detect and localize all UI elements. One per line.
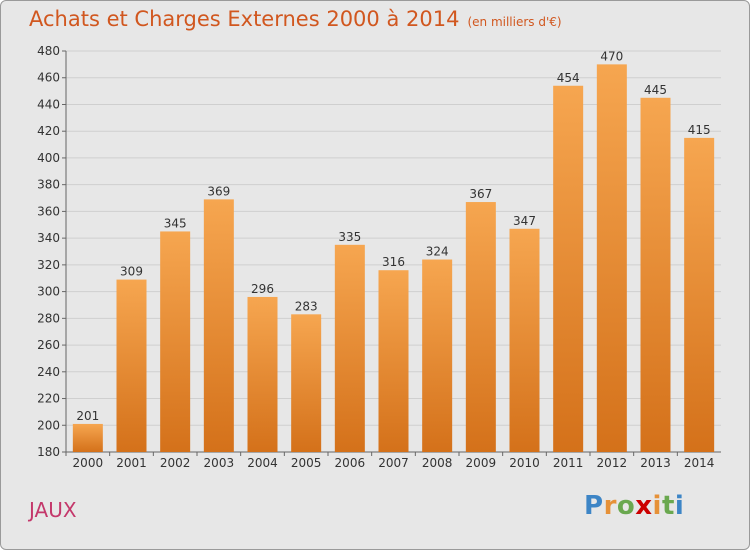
x-tick-label: 2001: [116, 456, 147, 470]
y-tick-label: 300: [37, 285, 60, 299]
y-tick-label: 480: [37, 44, 60, 58]
bar: [291, 314, 322, 452]
bar-value-label: 283: [295, 299, 318, 313]
x-tick-label: 2004: [247, 456, 278, 470]
y-tick-label: 320: [37, 258, 60, 272]
y-tick-label: 400: [37, 151, 60, 165]
x-tick-label: 2005: [291, 456, 322, 470]
bar-value-label: 470: [600, 49, 623, 63]
value-labels: 201 309 345 369 296 283 335 316 324 367 347 454 470 4…: [76, 49, 710, 423]
logo-letter: x: [635, 491, 653, 521]
y-tick-label: 380: [37, 178, 60, 192]
commune-name: JAUX: [29, 498, 77, 522]
x-tick-label: 2012: [597, 456, 628, 470]
bar-value-label: 369: [207, 184, 230, 198]
logo-letter: i: [652, 491, 662, 521]
logo-letter: i: [674, 491, 685, 521]
x-tick-label: 2013: [640, 456, 671, 470]
bar: [334, 244, 365, 452]
x-tick-label: 2008: [422, 456, 453, 470]
x-tick-label: 2003: [204, 456, 235, 470]
chart-unit-note: (en milliers d'€): [467, 15, 562, 29]
y-tick-label: 440: [37, 97, 60, 111]
x-tick-label: 2014: [684, 456, 715, 470]
y-tick-label: 260: [37, 338, 60, 352]
y-tick-label: 200: [37, 418, 60, 432]
chart-title: Achats et Charges Externes 2000 à 2014 (e…: [29, 7, 562, 31]
x-tick-label: 2009: [466, 456, 497, 470]
bar-value-label: 367: [469, 187, 492, 201]
logo-letter: t: [661, 491, 675, 521]
y-tick-label: 280: [37, 311, 60, 325]
bar: [203, 199, 234, 452]
bar: [116, 279, 147, 452]
proxiti-logo: Proxiti: [584, 491, 684, 521]
x-tick-label: 2006: [335, 456, 366, 470]
bar: [465, 202, 496, 452]
bar-value-label: 445: [644, 83, 667, 97]
bar-value-label: 324: [426, 245, 449, 259]
y-tick-label: 220: [37, 392, 60, 406]
bar-value-label: 347: [513, 214, 536, 228]
x-tick-label: 2007: [378, 456, 409, 470]
bar: [72, 423, 103, 452]
bar-value-label: 201: [76, 409, 99, 423]
bar: [596, 64, 627, 452]
bar: [553, 85, 584, 453]
bar-value-label: 345: [164, 216, 187, 230]
x-tick-label: 2011: [553, 456, 584, 470]
y-tick-label: 340: [37, 231, 60, 245]
y-tick-label: 460: [37, 71, 60, 85]
bar: [509, 228, 540, 452]
bar: [160, 231, 191, 452]
bar: [684, 137, 715, 452]
bar-value-label: 296: [251, 282, 274, 296]
y-tick-label: 180: [37, 445, 60, 459]
bar-value-label: 335: [338, 230, 361, 244]
logo-letter: P: [584, 491, 604, 521]
bar-value-label: 309: [120, 265, 143, 279]
y-tick-label: 240: [37, 365, 60, 379]
bar-value-label: 316: [382, 255, 405, 269]
bar: [422, 259, 453, 452]
bar: [640, 97, 671, 453]
x-tick-label: 2010: [509, 456, 540, 470]
y-tick-label: 420: [37, 124, 60, 138]
bar: [378, 270, 409, 452]
bar-value-label: 415: [688, 123, 711, 137]
y-tick-label: 360: [37, 204, 60, 218]
x-tick-label: 2002: [160, 456, 191, 470]
logo-letter: o: [616, 491, 636, 521]
axes: 180 200 220 240 260 280 300 320 340 360 380 400 420 4…: [37, 44, 721, 470]
logo-letter: r: [603, 491, 617, 521]
bars: [72, 64, 715, 453]
bar: [247, 296, 278, 452]
x-tick-label: 2000: [73, 456, 104, 470]
chart-title-text: Achats et Charges Externes 2000 à 2014: [29, 7, 460, 31]
bar-value-label: 454: [557, 71, 580, 85]
